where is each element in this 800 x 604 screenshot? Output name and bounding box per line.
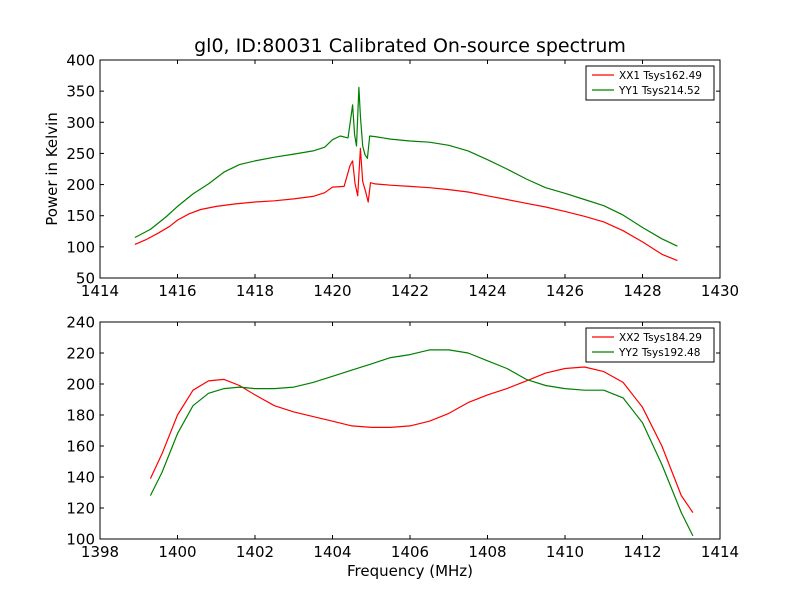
series-line-2	[149, 349, 694, 537]
x-tick-label: 1406	[391, 543, 429, 561]
series-line-2	[134, 86, 678, 247]
x-tick-label: 1418	[236, 282, 274, 300]
legend-label: YY1 Tsys214.52	[618, 85, 700, 97]
y-tick-label: 50	[76, 270, 95, 288]
x-tick-label: 1420	[313, 282, 351, 300]
x-tick-label: 1398	[81, 543, 119, 561]
x-tick-label: 1408	[468, 543, 506, 561]
x-tick-label: 1416	[158, 282, 196, 300]
y-tick-label: 200	[66, 176, 95, 194]
top-spectrum-panel: 1414 1416 1418 1420 1422 1424 1426 1428 1430 50 10…	[43, 52, 739, 301]
y-tick-label: 240	[66, 314, 95, 332]
legend-box	[585, 65, 715, 101]
y-tick-label: 140	[66, 469, 95, 487]
bottom-spectrum-panel: 1398 1400 1402 1404 1406 1408 1410 1412 1414 100 1…	[66, 314, 739, 581]
y-tick-label: 220	[66, 345, 95, 363]
y-tick-label: 250	[66, 145, 95, 163]
legend-label: YY2 Tsys192.48	[618, 347, 700, 359]
x-tick-label: 1428	[623, 282, 661, 300]
y-tick-label: 100	[66, 531, 95, 549]
x-tick-label: 1414	[81, 282, 119, 300]
y-axis-label: Power in Kelvin	[43, 112, 61, 226]
y-tick-label: 400	[66, 52, 95, 70]
x-tick-label: 1410	[546, 543, 584, 561]
series-line-1	[134, 147, 678, 262]
y-tick-label: 150	[66, 207, 95, 225]
x-tick-label: 1400	[158, 543, 196, 561]
x-tick-label: 1430	[701, 282, 739, 300]
x-tick-label: 1424	[468, 282, 506, 300]
x-tick-label: 1412	[623, 543, 661, 561]
legend-box	[585, 327, 715, 363]
x-tick-label: 1414	[701, 543, 739, 561]
legend-label: XX1 Tsys162.49	[619, 70, 702, 82]
y-tick-label: 160	[66, 438, 95, 456]
y-tick-label: 180	[66, 407, 95, 425]
x-tick-label: 1426	[546, 282, 584, 300]
y-tick-label: 100	[66, 238, 95, 256]
chart-title: gl0, ID:80031 Calibrated On-source spect…	[194, 35, 626, 57]
x-tick-label: 1422	[391, 282, 429, 300]
x-axis-label: Frequency (MHz)	[347, 562, 473, 580]
x-tick-label: 1404	[313, 543, 351, 561]
y-tick-label: 300	[66, 114, 95, 132]
x-tick-label: 1402	[236, 543, 274, 561]
series-line-1	[149, 366, 694, 513]
y-tick-label: 200	[66, 376, 95, 394]
legend-label: XX2 Tsys184.29	[619, 332, 702, 344]
y-tick-label: 120	[66, 500, 95, 518]
y-tick-label: 350	[66, 83, 95, 101]
